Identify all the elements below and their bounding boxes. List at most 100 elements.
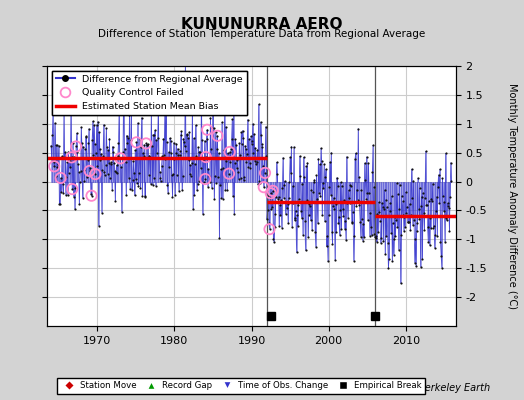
Point xyxy=(140,142,148,148)
Point xyxy=(111,168,119,174)
Point xyxy=(381,250,389,257)
Point xyxy=(369,142,377,148)
Point xyxy=(286,154,294,161)
Point xyxy=(339,206,347,212)
Point xyxy=(347,183,355,189)
Point xyxy=(369,230,378,237)
Point xyxy=(74,160,82,167)
Point xyxy=(281,211,290,217)
Point xyxy=(48,154,56,161)
Point xyxy=(220,111,228,117)
Point xyxy=(204,184,212,190)
Point xyxy=(289,200,298,206)
Point xyxy=(310,179,318,185)
Point xyxy=(384,240,392,246)
Point xyxy=(358,237,367,244)
Point xyxy=(438,264,446,271)
Point xyxy=(387,230,395,236)
Point xyxy=(198,137,206,143)
Point xyxy=(194,144,202,150)
Point xyxy=(391,232,400,239)
Point xyxy=(437,252,445,259)
Point xyxy=(288,183,297,189)
Point xyxy=(246,164,255,171)
Point xyxy=(143,142,151,148)
Point xyxy=(143,142,151,148)
Point xyxy=(56,201,64,207)
Point xyxy=(208,184,216,191)
Point xyxy=(123,140,132,146)
Point xyxy=(297,208,305,214)
Point xyxy=(88,192,96,199)
Point xyxy=(381,196,390,203)
Point xyxy=(261,170,269,176)
Point xyxy=(337,226,346,232)
Point xyxy=(93,163,102,169)
Point xyxy=(398,192,406,199)
Point xyxy=(352,203,361,210)
Point xyxy=(128,187,136,193)
Point xyxy=(283,201,292,208)
Point xyxy=(304,212,313,218)
Point xyxy=(166,137,174,144)
Point xyxy=(419,190,427,196)
Point xyxy=(80,178,89,184)
Point xyxy=(321,218,329,224)
Point xyxy=(106,175,114,181)
Point xyxy=(299,232,307,238)
Point xyxy=(281,178,289,184)
Point xyxy=(63,192,72,198)
Point xyxy=(407,212,415,218)
Point xyxy=(336,207,344,214)
Point xyxy=(357,187,366,194)
Point xyxy=(293,222,302,229)
Point xyxy=(101,172,109,178)
Point xyxy=(360,234,368,240)
Point xyxy=(197,94,205,100)
Point xyxy=(285,194,293,201)
Point xyxy=(204,166,213,172)
Point xyxy=(386,200,395,206)
Point xyxy=(380,187,389,193)
Point xyxy=(387,193,396,199)
Point xyxy=(149,131,157,138)
Point xyxy=(250,131,258,137)
Point xyxy=(442,214,451,221)
Point xyxy=(284,220,292,226)
Point xyxy=(169,170,177,177)
Point xyxy=(245,136,253,142)
Point xyxy=(89,152,97,158)
Point xyxy=(171,150,180,156)
Point xyxy=(388,257,397,264)
Point xyxy=(52,142,61,149)
Point xyxy=(414,206,423,212)
Point xyxy=(123,132,131,139)
Point xyxy=(312,244,320,250)
Point xyxy=(373,210,381,217)
Point xyxy=(379,238,387,244)
Point xyxy=(290,217,299,224)
Point xyxy=(205,179,214,186)
Point xyxy=(158,153,167,160)
Point xyxy=(403,204,411,210)
Point xyxy=(432,193,441,200)
Point xyxy=(177,128,185,135)
Point xyxy=(48,132,57,138)
Point xyxy=(194,178,203,184)
Point xyxy=(234,169,242,176)
Point xyxy=(290,144,298,150)
Point xyxy=(276,202,284,208)
Point xyxy=(114,152,122,159)
Point xyxy=(242,146,250,152)
Point xyxy=(428,198,436,204)
Text: Berkeley Earth: Berkeley Earth xyxy=(418,383,490,393)
Point xyxy=(128,177,137,183)
Point xyxy=(435,200,443,206)
Point xyxy=(144,141,152,147)
Point xyxy=(322,243,331,250)
Point xyxy=(156,175,165,181)
Point xyxy=(397,280,405,286)
Point xyxy=(183,132,191,138)
Point xyxy=(83,157,92,164)
Point xyxy=(222,124,230,130)
